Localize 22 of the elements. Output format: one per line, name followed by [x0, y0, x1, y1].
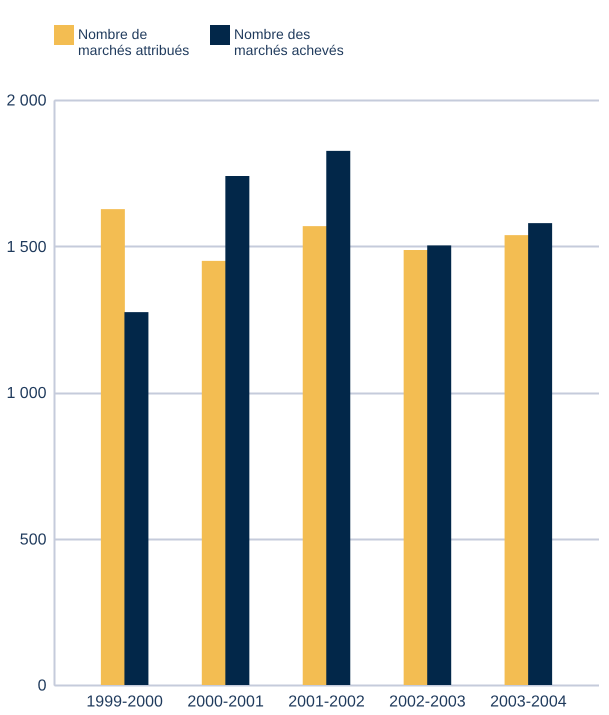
bar [302, 226, 327, 685]
x-tick-label: 2002-2003 [389, 694, 466, 710]
bar [225, 176, 250, 685]
legend-label: Nombre des marchés achevés [234, 26, 344, 58]
x-tick-label: 2000-2001 [187, 694, 264, 710]
y-tick-label: 1 000 [6, 385, 47, 402]
bar [427, 245, 452, 685]
bar [100, 209, 125, 685]
legend-label: Nombre de marchés attribués [78, 26, 190, 58]
y-tick-label: 2 000 [6, 92, 47, 110]
x-tick-label: 1999-2000 [86, 694, 164, 710]
bar [528, 223, 552, 685]
bar [326, 150, 350, 685]
x-tick-label: 2003-2004 [490, 694, 567, 710]
y-tick-label: 500 [20, 531, 47, 548]
bar [504, 235, 529, 685]
y-tick-label: 1 500 [6, 238, 47, 256]
bar [404, 250, 428, 685]
bar [124, 312, 148, 685]
bar [202, 260, 226, 685]
y-tick-label: 0 [38, 678, 47, 694]
x-tick-label: 2001-2002 [288, 694, 365, 710]
